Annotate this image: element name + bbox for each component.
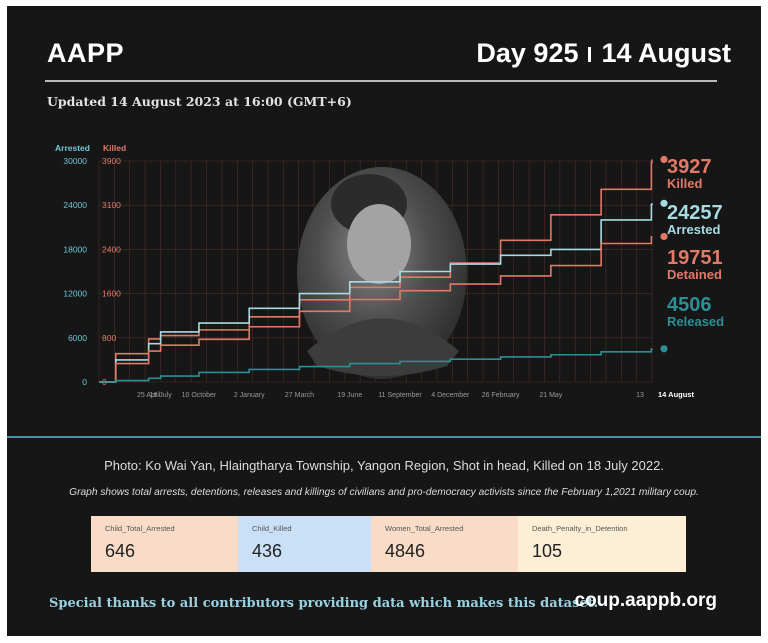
x-axis-tick: 18 July: [150, 392, 173, 399]
right-axis-tick: 800: [102, 333, 116, 343]
end-label-released: Released: [667, 314, 724, 329]
x-axis-tick: 21 May: [539, 392, 562, 399]
site-url: coup.aappb.org: [574, 590, 718, 611]
stat-child-killed: Child_Killed 436: [238, 516, 371, 572]
stat-value: 4846: [385, 541, 426, 561]
victim-photo: [297, 167, 467, 379]
thanks-note: Special thanks to all contributors provi…: [49, 596, 599, 611]
date-label: 14 August: [601, 38, 731, 68]
series-line-released: [99, 348, 653, 383]
left-axis-title: Arrested: [55, 143, 90, 153]
x-axis-tick: 13: [636, 392, 644, 399]
x-axis-tick: 11 September: [378, 392, 422, 399]
stat-women-total-arrested: Women_Total_Arrested 4846: [371, 516, 518, 572]
left-axis-tick: 6000: [68, 333, 87, 343]
axis-labels: Arrested Killed06000120001800024000300000…: [55, 143, 694, 399]
stat-label: Child_Killed: [252, 524, 292, 533]
left-axis-tick: 24000: [63, 200, 87, 210]
day-date-heading: Day 925 14 August: [476, 38, 731, 69]
photo-caption: Photo: Ko Wai Yan, Hlaingtharya Township…: [104, 458, 664, 473]
end-label-arrested: Arrested: [667, 222, 721, 237]
series-endpoint-released: [660, 345, 668, 353]
end-value-detained: 19751: [667, 247, 723, 269]
stat-label: Child_Total_Arrested: [105, 524, 175, 533]
right-axis-tick: 2400: [102, 244, 121, 254]
end-value-killed: 3927: [667, 156, 712, 178]
series-line-detained: [99, 236, 653, 383]
end-label-killed: Killed: [667, 176, 702, 191]
left-axis-tick: 30000: [63, 156, 87, 166]
x-axis-tick: 27 March: [285, 392, 314, 399]
stat-death-penalty-in-detention: Death_Penalty_in_Detention 105: [518, 516, 686, 572]
right-axis-tick: 3100: [102, 200, 121, 210]
end-label-detained: Detained: [667, 267, 722, 282]
end-value-released: 4506: [667, 294, 712, 316]
x-axis-tick: 10 October: [182, 392, 217, 399]
right-axis-tick: 3900: [102, 156, 121, 166]
series-endpoint-detained: [660, 232, 668, 241]
x-axis-tick: 25 April: [137, 392, 161, 399]
stat-value: 646: [105, 541, 136, 561]
infographic-card: AAPP Day 925 14 August Updated 14 August …: [7, 6, 761, 636]
left-axis-tick: 0: [82, 377, 87, 387]
heading-separator: [588, 47, 592, 63]
x-axis-tick: 26 February: [482, 392, 520, 399]
x-axis-tick: 19 June: [337, 392, 362, 399]
stats-row: Child_Total_Arrested 646 Child_Killed 43…: [91, 516, 686, 572]
left-axis-tick: 12000: [63, 289, 87, 299]
stat-child-total-arrested: Child_Total_Arrested 646: [91, 516, 238, 572]
stat-label: Women_Total_Arrested: [385, 524, 464, 533]
updated-timestamp: Updated 14 August 2023 at 16:00 (GMT+6): [47, 94, 352, 109]
day-label: Day 925: [476, 38, 579, 68]
cumulative-line-chart: Arrested Killed06000120001800024000300000…: [55, 143, 724, 399]
series-endpoint-killed: [660, 155, 668, 164]
left-axis-tick: 18000: [63, 244, 87, 254]
x-axis-tick: 14 August: [658, 390, 694, 399]
stat-value: 436: [252, 541, 283, 561]
right-axis-tick: 1600: [102, 289, 121, 299]
stat-value: 105: [532, 541, 563, 561]
chart-series: [99, 155, 668, 383]
x-axis-tick: 2 January: [234, 392, 265, 399]
brand-title: AAPP: [47, 38, 125, 68]
series-endpoint-arrested: [660, 199, 668, 207]
x-axis-tick: 4 December: [431, 392, 470, 399]
end-value-arrested: 24257: [667, 202, 723, 224]
stat-label: Death_Penalty_in_Detention: [532, 524, 628, 533]
series-line-arrested: [99, 203, 653, 383]
graph-note: Graph shows total arrests, detentions, r…: [69, 487, 699, 498]
header-rule: [45, 80, 717, 82]
section-divider: [7, 436, 761, 438]
right-axis-title: Killed: [103, 143, 126, 153]
